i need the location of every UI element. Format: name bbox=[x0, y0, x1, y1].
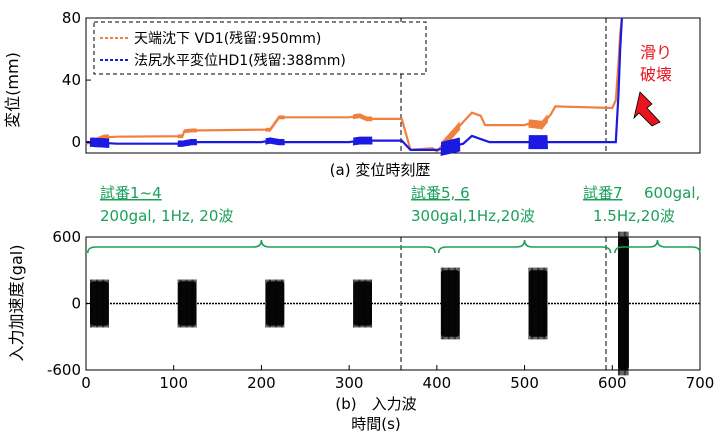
displacement-series bbox=[85, 17, 623, 156]
displacement-burst bbox=[89, 134, 110, 148]
x-tick-label: 300 bbox=[335, 374, 364, 392]
input-wave-y-ticks: -600 0 600 bbox=[47, 228, 91, 379]
y-tick-label: -600 bbox=[47, 361, 81, 379]
input-wave-burst bbox=[618, 231, 629, 376]
displacement-burst bbox=[352, 113, 373, 146]
x-tick-label: 600 bbox=[598, 374, 627, 392]
group-label-params: 1.5Hz,20波 bbox=[593, 207, 675, 225]
displacement-burst bbox=[440, 122, 461, 156]
group-brace bbox=[86, 239, 436, 254]
y-tick-label: 80 bbox=[62, 9, 81, 27]
input-wave-burst bbox=[89, 279, 109, 328]
test-group-3 bbox=[614, 239, 701, 254]
input-wave-burst bbox=[528, 267, 548, 340]
annotation-arrow bbox=[633, 91, 661, 127]
x-tick-label: 500 bbox=[510, 374, 539, 392]
test-group-2 bbox=[437, 239, 612, 254]
x-axis-label: 時間(s) bbox=[351, 415, 401, 433]
group-label-title: 試番7 bbox=[583, 184, 623, 202]
x-tick-label: 400 bbox=[423, 374, 452, 392]
input-wave-burst bbox=[440, 267, 460, 340]
annotation-slip: 滑り bbox=[640, 43, 672, 62]
panel-a-frame bbox=[85, 17, 701, 154]
y-tick-label: 40 bbox=[62, 71, 81, 89]
displacement-y-label: 変位(mm) bbox=[3, 52, 22, 128]
group-label-params: 300gal,1Hz,20波 bbox=[411, 207, 535, 225]
displacement-burst bbox=[177, 128, 198, 147]
group-label-extra: 600gal, bbox=[644, 184, 700, 202]
test-groups: 試番1~4 200gal, 1Hz, 20波 試番5, 6 300gal,1Hz,20… bbox=[86, 184, 701, 254]
legend-label-vd1: 天端沈下 VD1(残留:950mm) bbox=[134, 31, 321, 47]
x-tick-label: 0 bbox=[81, 374, 91, 392]
input-wave-y-label: 入力加速度(gal) bbox=[7, 245, 26, 362]
input-wave-x-ticks: 0 100 200 300 400 500 600 700 bbox=[81, 365, 714, 392]
displacement-panel: 0 40 80 変位(mm) (a) 変位時刻歴 天端沈下 VD1(残留:950mm… bbox=[3, 9, 701, 179]
input-wave-burst bbox=[353, 279, 372, 328]
legend: 天端沈下 VD1(残留:950mm) 法尻水平変位HD1(残留:388mm) bbox=[93, 21, 427, 75]
input-wave-burst bbox=[177, 279, 197, 328]
x-tick-label: 100 bbox=[159, 374, 188, 392]
group-label-title: 試番1~4 bbox=[100, 184, 162, 202]
y-tick-label: 0 bbox=[71, 295, 81, 313]
displacement-y-ticks: 0 40 80 bbox=[62, 9, 91, 151]
x-tick-label: 700 bbox=[686, 374, 715, 392]
group-label-title: 試番5, 6 bbox=[411, 184, 470, 202]
group-brace bbox=[614, 239, 701, 254]
input-wave-caption: (b) 入力波 bbox=[335, 395, 416, 413]
displacement-caption: (a) 変位時刻歴 bbox=[330, 161, 431, 179]
x-tick-label: 200 bbox=[247, 374, 276, 392]
legend-box bbox=[93, 21, 427, 75]
input-wave-burst bbox=[265, 279, 285, 328]
input-wave-series bbox=[86, 231, 700, 376]
group-label-params: 200gal, 1Hz, 20波 bbox=[100, 207, 233, 225]
y-tick-label: 600 bbox=[52, 228, 81, 246]
annotation-failure: 破壊 bbox=[640, 65, 672, 84]
test-group-1 bbox=[86, 239, 436, 254]
displacement-burst bbox=[528, 114, 548, 150]
displacement-burst bbox=[265, 115, 285, 146]
y-tick-label: 0 bbox=[71, 133, 81, 151]
legend-label-hd1: 法尻水平変位HD1(残留:388mm) bbox=[134, 52, 346, 69]
group-brace bbox=[437, 239, 612, 254]
